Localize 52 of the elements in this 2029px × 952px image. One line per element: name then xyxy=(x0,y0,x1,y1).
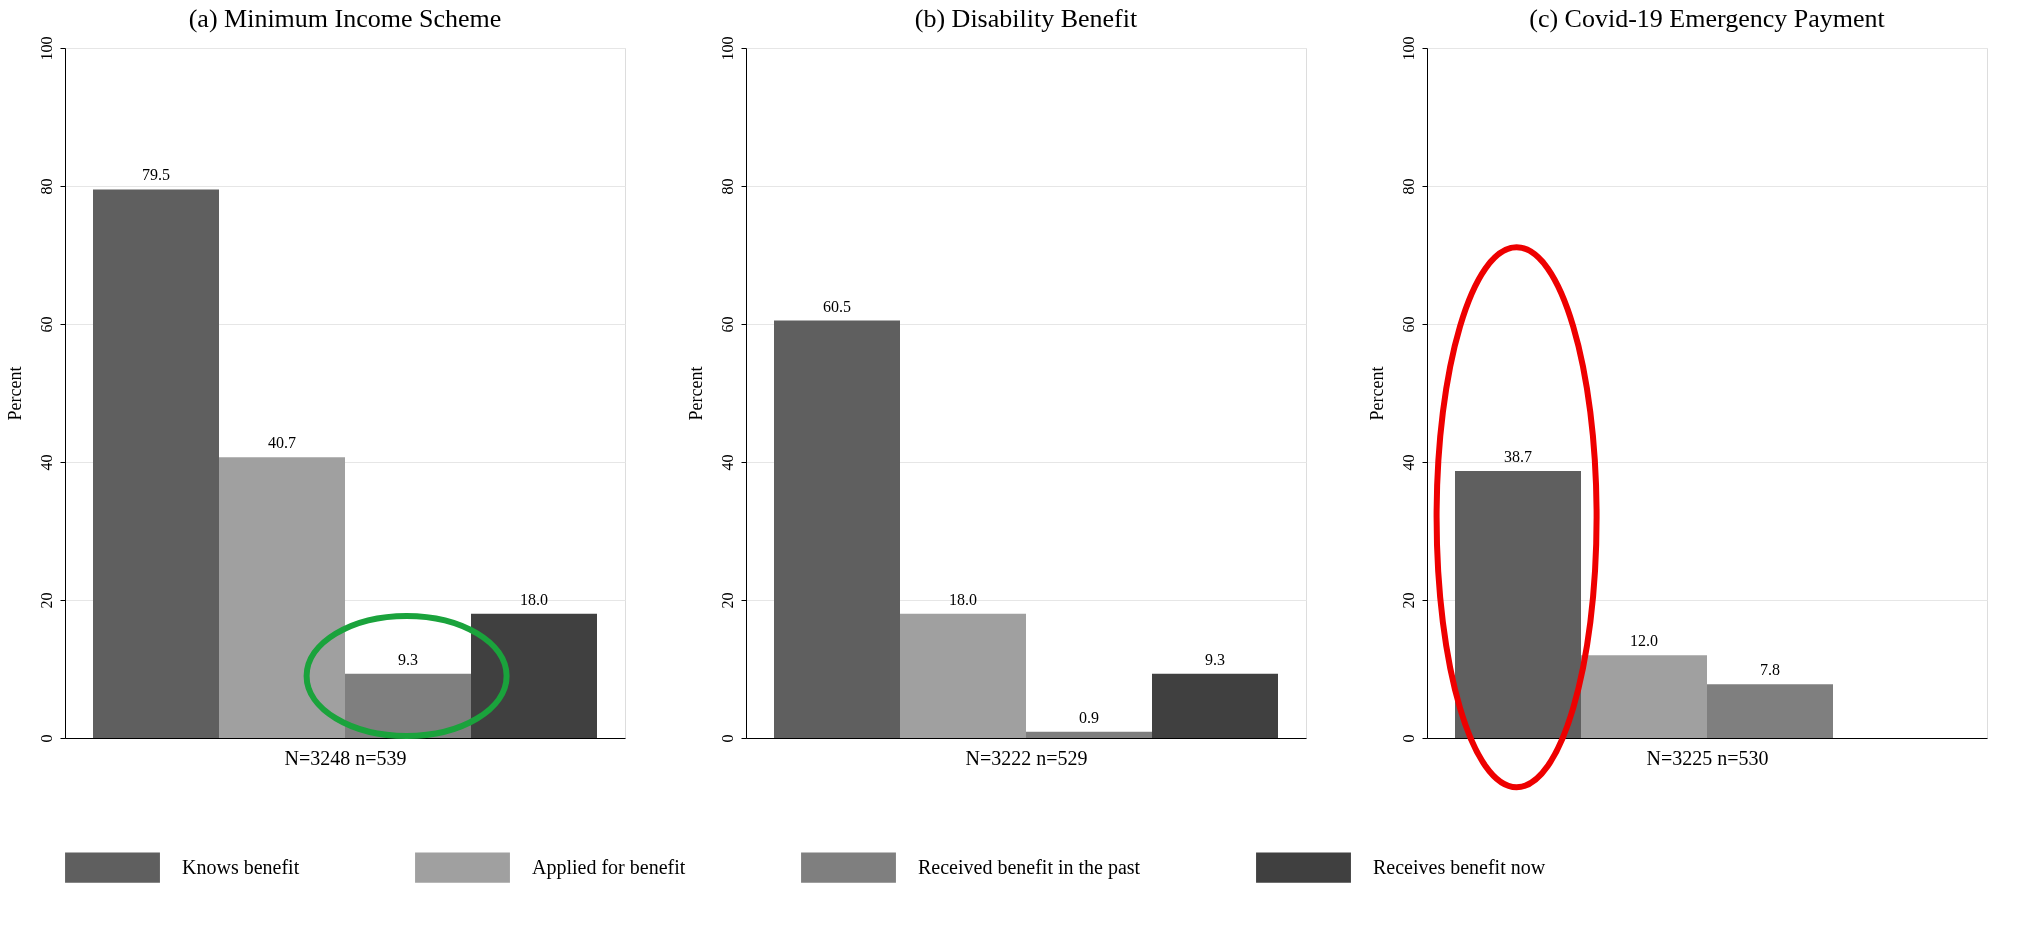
bar xyxy=(93,189,219,738)
data-label: 0.9 xyxy=(1079,708,1099,726)
data-label: 18.0 xyxy=(949,590,977,608)
bar xyxy=(1455,470,1581,738)
y-tick-label: 80 xyxy=(1399,178,1417,195)
y-tick-label: 40 xyxy=(37,454,55,471)
y-tick-label: 60 xyxy=(718,316,736,333)
bar xyxy=(1581,655,1707,738)
data-label: 7.8 xyxy=(1760,661,1780,679)
y-tick-label: 40 xyxy=(1399,454,1417,471)
y-tick-label: 80 xyxy=(37,178,55,195)
bar xyxy=(345,673,471,738)
bar xyxy=(1152,673,1278,738)
data-label: 12.0 xyxy=(1630,632,1658,650)
bar xyxy=(1026,731,1152,738)
data-label: 40.7 xyxy=(268,434,296,452)
bar xyxy=(219,457,345,738)
bar xyxy=(774,320,900,738)
data-label: 38.7 xyxy=(1504,447,1532,465)
y-tick-label: 80 xyxy=(718,178,736,195)
chart-title: (a) Minimum Income Scheme xyxy=(188,4,502,33)
y-axis-title: Percent xyxy=(1366,366,1387,421)
data-label: 79.5 xyxy=(142,166,170,184)
y-tick-label: 60 xyxy=(37,316,55,333)
y-tick-label: 60 xyxy=(1399,316,1417,333)
legend-label: Receives benefit now xyxy=(1373,855,1546,878)
data-label: 9.3 xyxy=(1205,650,1225,668)
y-tick-label: 100 xyxy=(718,36,736,61)
chart-title: (b) Disability Benefit xyxy=(914,4,1138,33)
data-label: 60.5 xyxy=(823,297,851,315)
y-axis-title: Percent xyxy=(4,366,25,421)
y-tick-label: 100 xyxy=(37,36,55,61)
legend-label: Applied for benefit xyxy=(532,855,686,879)
y-tick-label: 100 xyxy=(1399,36,1417,61)
y-axis-title: Percent xyxy=(685,366,706,421)
x-axis-title: N=3225 n=530 xyxy=(1646,746,1769,769)
y-tick-label: 20 xyxy=(1399,592,1417,609)
bar xyxy=(900,613,1026,738)
x-axis-title: N=3222 n=529 xyxy=(965,746,1088,769)
data-label: 9.3 xyxy=(398,650,418,668)
bar xyxy=(1707,684,1833,738)
legend-label: Knows benefit xyxy=(182,855,300,878)
x-axis-title: N=3248 n=539 xyxy=(284,746,407,769)
chart-title: (c) Covid-19 Emergency Payment xyxy=(1529,4,1886,33)
y-tick-label: 0 xyxy=(37,734,55,743)
legend-label: Received benefit in the past xyxy=(918,855,1141,879)
y-tick-label: 20 xyxy=(718,592,736,609)
y-tick-label: 40 xyxy=(718,454,736,471)
y-tick-label: 0 xyxy=(718,734,736,743)
y-tick-label: 20 xyxy=(37,592,55,609)
y-tick-label: 0 xyxy=(1399,734,1417,743)
data-label: 18.0 xyxy=(520,590,548,608)
